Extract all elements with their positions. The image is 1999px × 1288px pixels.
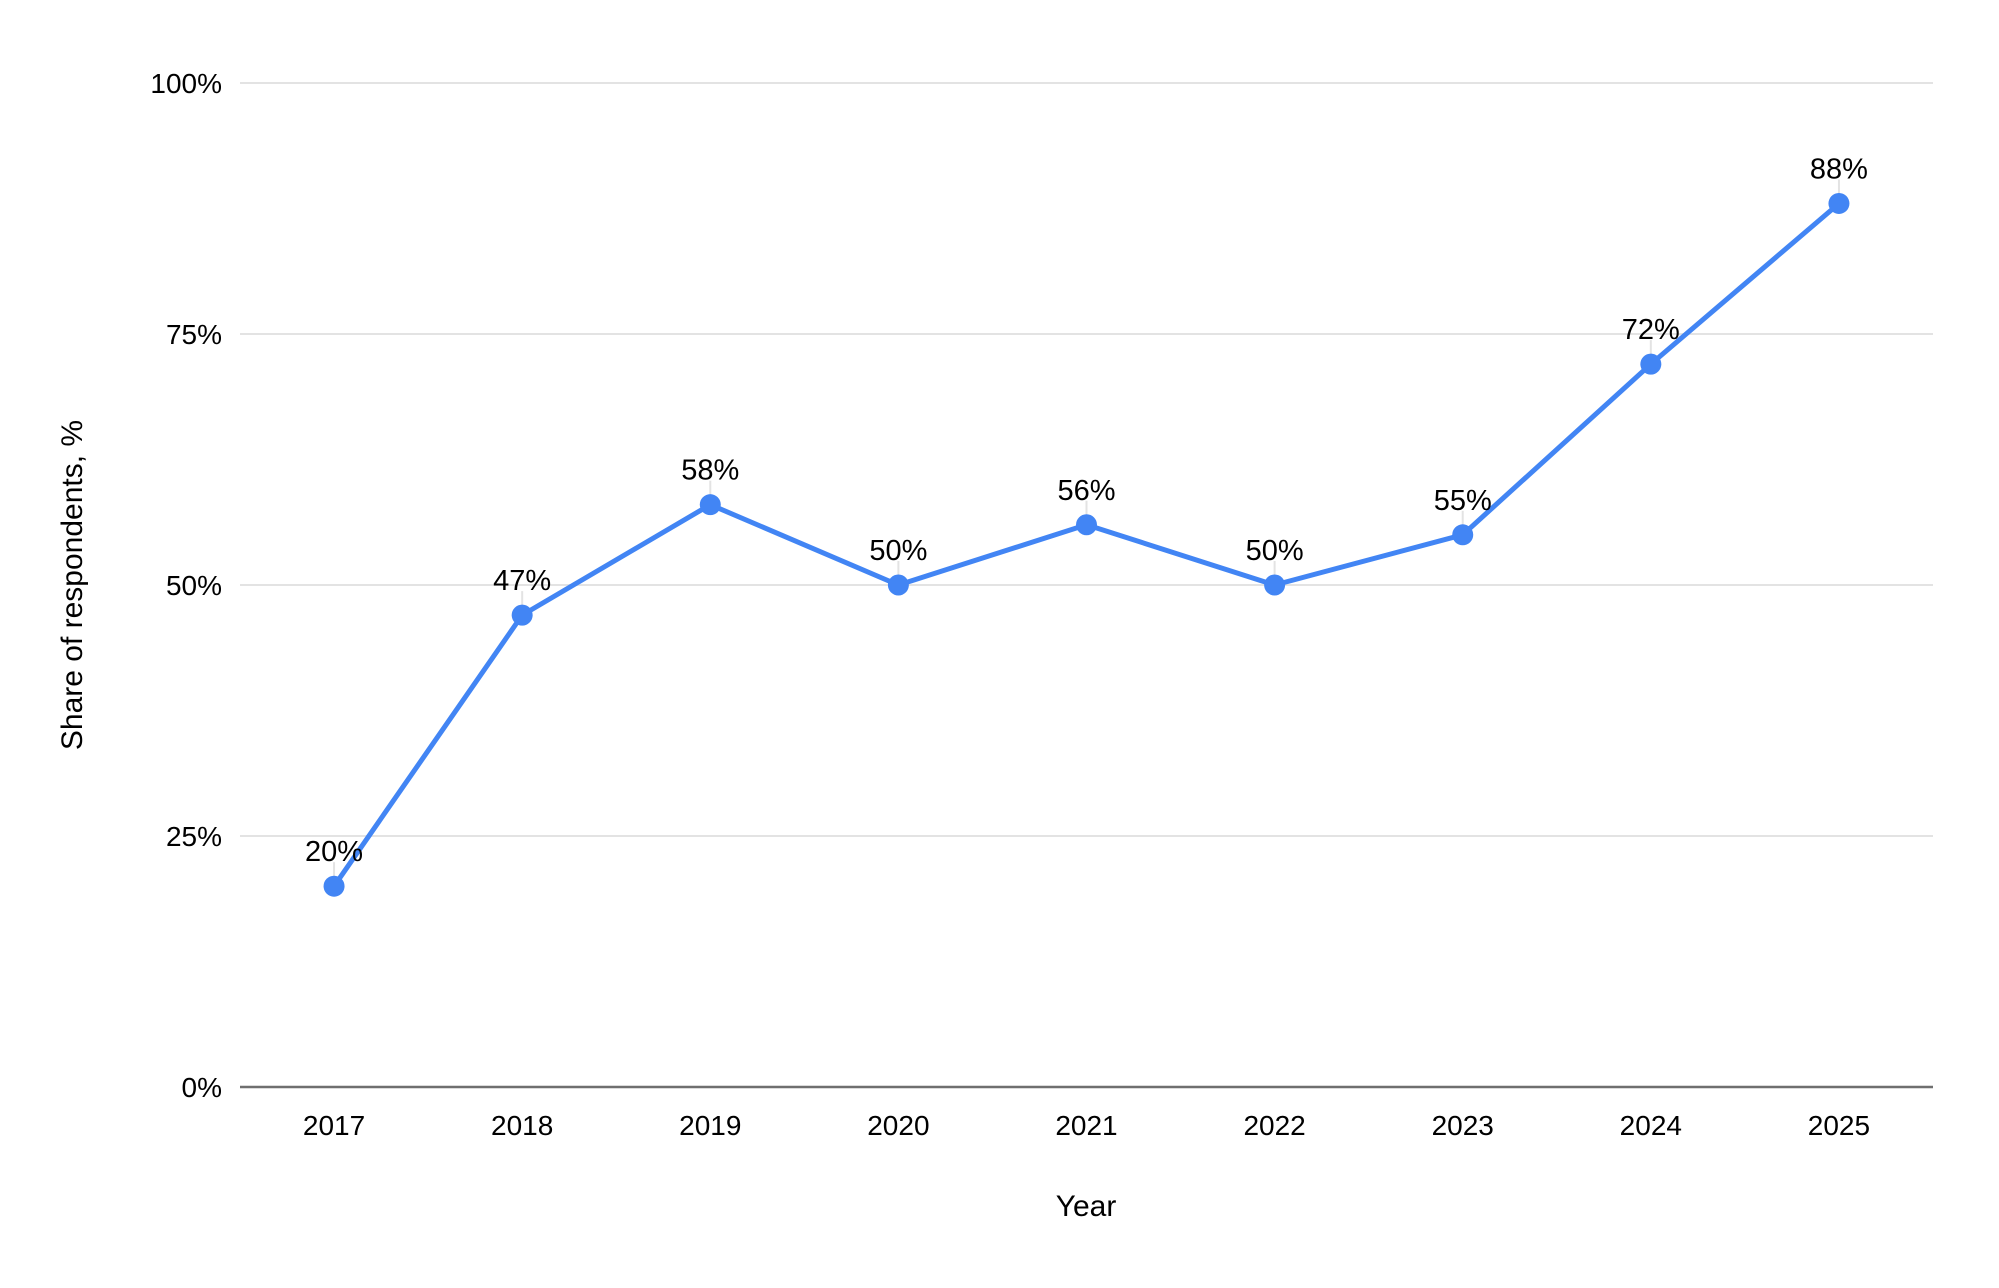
data-label: 58%	[681, 455, 739, 487]
x-tick-label: 2025	[1808, 1110, 1870, 1141]
data-label: 88%	[1810, 153, 1868, 185]
x-tick-label: 2021	[1055, 1110, 1117, 1141]
y-tick-label: 0%	[182, 1072, 222, 1103]
y-tick-label: 75%	[166, 319, 222, 350]
x-tick-label: 2017	[303, 1110, 365, 1141]
data-line	[331, 200, 1842, 889]
x-tick-label: 2024	[1620, 1110, 1682, 1141]
data-point[interactable]	[699, 494, 721, 516]
data-label: 72%	[1622, 314, 1680, 346]
x-tick-label: 2020	[867, 1110, 929, 1141]
data-point[interactable]	[511, 604, 533, 626]
x-tick-label: 2018	[491, 1110, 553, 1141]
y-tick-label: 100%	[150, 68, 222, 99]
y-axis-title: Share of respondents, %	[56, 420, 89, 750]
data-point[interactable]	[1076, 514, 1097, 536]
data-point[interactable]	[887, 574, 909, 596]
x-tick-label: 2023	[1432, 1110, 1494, 1141]
data-point[interactable]	[1452, 524, 1474, 546]
data-label: 55%	[1434, 485, 1492, 517]
data-label: 50%	[869, 535, 927, 567]
x-tick-label: 2022	[1243, 1110, 1305, 1141]
grid-layer: 0% 25% 50% 75% 100% 2017 2018 2019 2020 2021 2022 2…	[150, 68, 1933, 1141]
y-tick-label: 50%	[166, 570, 222, 601]
x-axis-title: Year	[1056, 1190, 1117, 1223]
data-label: 47%	[493, 565, 551, 597]
label-layer: 20% 47% 58% 50% 56% 50% 55% 72% 88%	[305, 153, 1868, 868]
data-point[interactable]	[1640, 353, 1662, 375]
data-point[interactable]	[1828, 192, 1850, 214]
series-layer	[323, 179, 1850, 897]
data-label: 50%	[1246, 535, 1304, 567]
x-tick-label: 2019	[679, 1110, 741, 1141]
data-point[interactable]	[323, 875, 345, 897]
data-point[interactable]	[1264, 574, 1286, 596]
data-label: 56%	[1057, 475, 1115, 507]
y-tick-label: 25%	[166, 821, 222, 852]
data-label: 20%	[305, 836, 363, 868]
